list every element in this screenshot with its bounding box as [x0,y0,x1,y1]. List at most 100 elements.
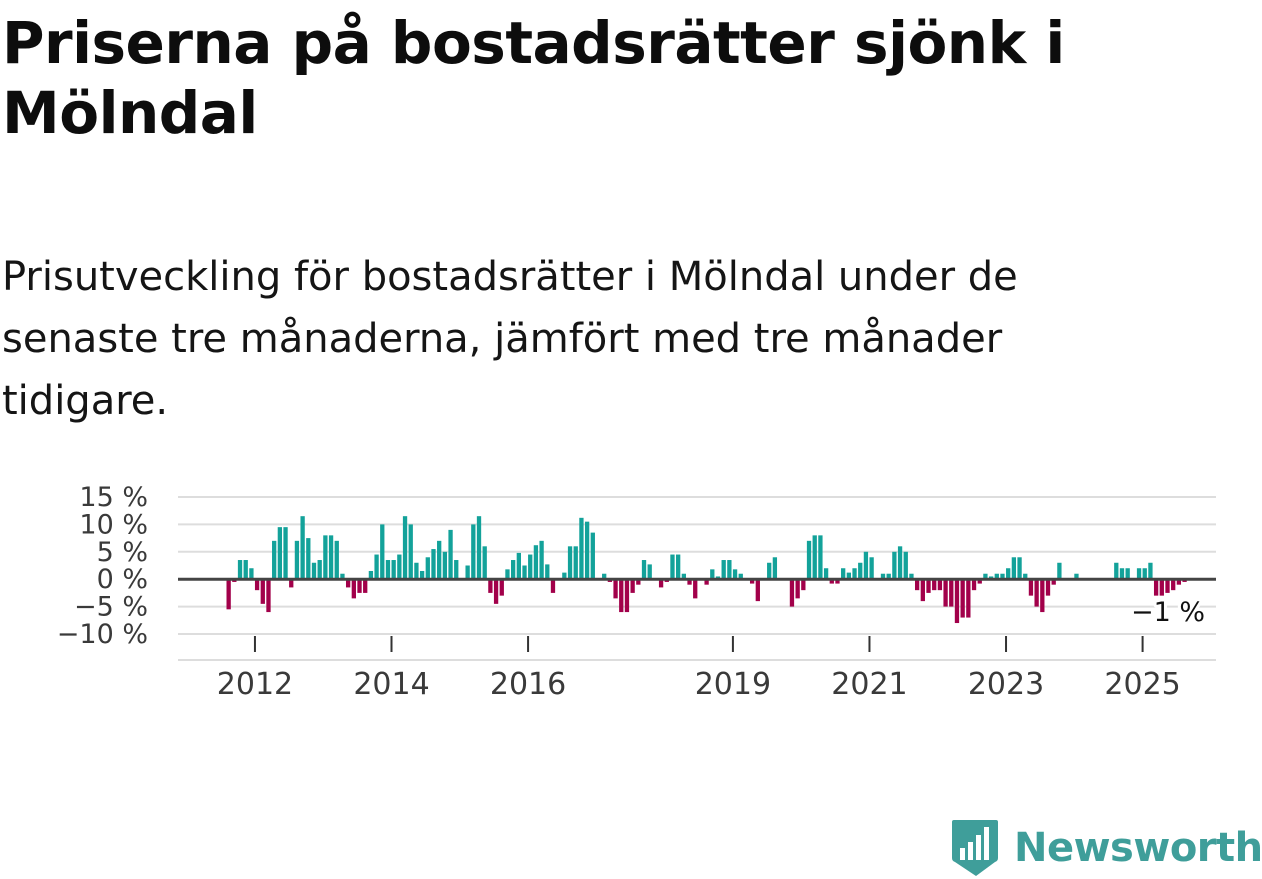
bar [710,569,715,580]
newsworthy-logo: Newsworthy [950,818,1262,878]
bar [841,568,846,580]
bar [966,579,971,618]
bar [1011,557,1017,580]
bar [437,540,442,580]
bar [573,546,578,580]
bar [345,579,351,588]
bar [624,579,630,613]
bar [226,579,231,610]
bar [363,579,368,593]
bar [920,579,925,602]
bar [812,535,817,580]
bar [1159,579,1164,596]
bar [505,569,510,580]
bar [374,554,379,580]
bar [351,579,356,599]
bar [533,545,539,580]
bar [880,573,886,580]
bar [897,546,903,580]
bar [721,560,726,580]
bar [971,579,977,591]
bar [949,579,954,607]
bar [471,524,476,580]
bar [1142,568,1147,580]
bar [1136,568,1142,580]
bar [567,546,573,580]
bar [584,521,590,580]
bar [738,573,743,580]
bar [260,579,265,604]
bar [448,529,453,580]
bar [323,535,328,580]
bar [328,535,334,580]
bar [1171,579,1176,591]
bar [545,564,550,580]
x-tick-label: 2025 [1104,667,1180,702]
bar [846,572,852,580]
x-tick-label: 2021 [831,667,907,702]
bar [499,579,504,596]
bar [693,579,698,599]
x-tick-label: 2012 [217,667,293,702]
bar [300,516,305,580]
bar [892,551,897,580]
bar [755,579,760,602]
bar [442,551,448,580]
bar [266,579,271,613]
bar [1000,573,1005,580]
bar [658,579,664,588]
y-tick-label: 10 % [79,509,148,540]
bar [425,557,430,580]
bar [249,568,254,580]
bar [493,579,499,604]
bar [983,573,988,580]
bar [277,527,283,580]
bar [687,579,692,585]
bar [835,579,840,584]
bar [311,562,317,580]
bar [795,579,800,599]
bar [397,554,402,580]
bar [1176,579,1182,585]
bar [476,516,482,580]
bar [1017,557,1022,580]
bar [909,573,914,580]
bar [886,573,891,580]
bar [806,540,812,580]
bar [431,549,436,580]
bar [402,516,408,580]
bar [272,540,277,580]
bar [914,579,920,591]
bar [454,560,459,580]
price-change-bar-chart: 15 %10 %5 %0 %−5 %−10 % 2012 2014 2016 2019… [57,482,1216,702]
bar [772,557,778,580]
x-tick-label: 2019 [695,667,771,702]
bar [960,579,965,618]
annotation-group: −1 % [1128,594,1208,631]
bar [1045,579,1051,596]
bar [676,554,681,580]
bar [254,579,260,591]
bar [590,532,595,580]
bar [636,579,641,585]
y-tick-label: −5 % [74,592,148,623]
bar [357,579,362,593]
bar [562,572,567,580]
x-tick-label: 2016 [490,667,566,702]
bar [243,560,248,580]
bar [704,579,709,585]
bar [408,524,413,580]
bar [852,568,857,580]
bar [1028,579,1034,596]
bar [317,560,322,580]
bars [226,516,1187,624]
y-tick-label: −10 % [57,619,148,650]
bar [1051,579,1056,585]
bar [932,579,937,591]
bar [823,568,829,580]
bar [937,579,943,591]
bar [465,565,470,580]
bar [681,573,686,580]
bar [863,551,869,580]
bar [829,579,834,584]
